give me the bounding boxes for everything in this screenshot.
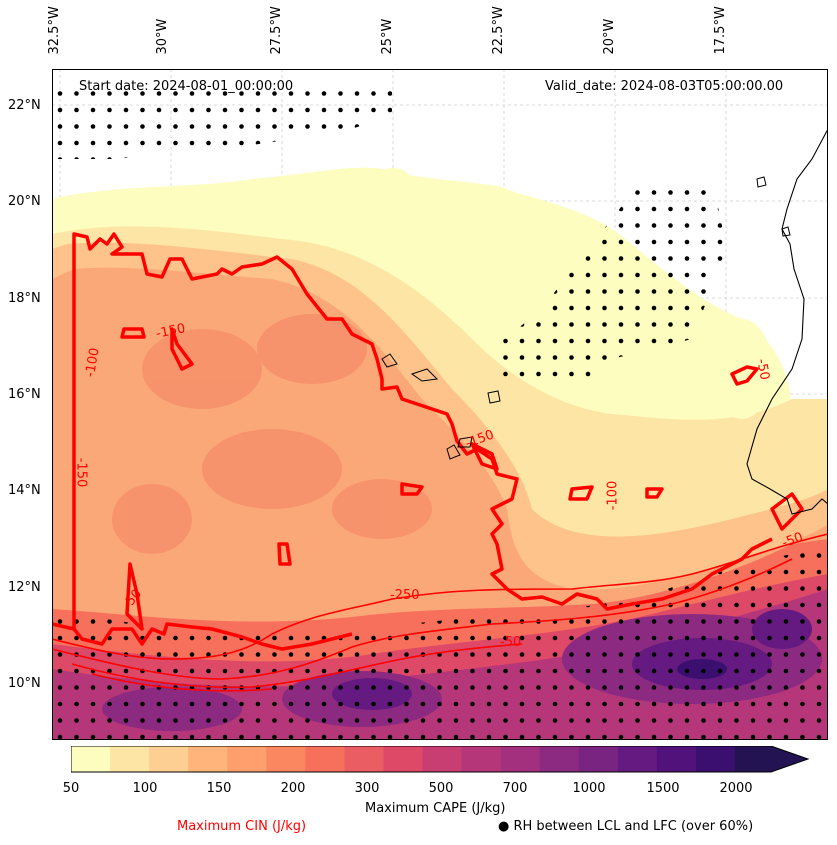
- rh-stipple: [52, 89, 828, 740]
- lat-label: 16°N: [8, 387, 41, 402]
- colorbar-title: Maximum CAPE (J/kg): [365, 801, 506, 816]
- contour-label: -100: [605, 480, 621, 511]
- colorbar-cell: [110, 746, 150, 772]
- colorbar-cell: [539, 746, 580, 772]
- cape-fill-50: [372, 167, 412, 191]
- lon-label: 32.5°W: [47, 6, 62, 55]
- lon-label: 25°W: [380, 18, 395, 55]
- colorbar-cell: [695, 746, 736, 772]
- lat-label: 12°N: [8, 580, 41, 595]
- contour-label: -250: [390, 588, 420, 603]
- colorbar-cell: [500, 746, 541, 772]
- valid-date-label: Valid_date: 2024-08-03T05:00:00.00: [545, 79, 784, 94]
- colorbar-tick: 1000: [572, 781, 606, 796]
- colorbar-tick: 1500: [646, 781, 680, 796]
- colorbar-cell: [227, 746, 267, 772]
- colorbar-cell: [344, 746, 384, 772]
- lon-label: 17.5°W: [713, 6, 728, 55]
- colorbar-cell: [188, 746, 228, 772]
- lat-label: 14°N: [8, 483, 41, 498]
- cin-contours: [52, 232, 828, 692]
- lon-label: 22.5°W: [491, 6, 506, 55]
- cin-legend-label: Maximum CIN (J/kg): [177, 819, 307, 834]
- colorbar-tick: 50: [62, 781, 80, 796]
- colorbar-cell: [71, 746, 111, 772]
- colorbar-cell: [149, 746, 189, 772]
- colorbar-cell: [305, 746, 345, 772]
- lat-label: 18°N: [8, 291, 41, 306]
- colorbar-cell: [266, 746, 306, 772]
- contour-label: -150: [73, 457, 89, 488]
- colorbar: [71, 746, 810, 773]
- lon-label: 30°W: [155, 18, 170, 55]
- lat-label: 22°N: [8, 98, 41, 113]
- colorbar-tick: 100: [132, 781, 158, 796]
- islands: [381, 176, 791, 460]
- coastline: [746, 128, 828, 515]
- lat-label: 10°N: [8, 676, 41, 691]
- lon-label: 27.5°W: [269, 6, 284, 55]
- lat-label: 20°N: [8, 194, 41, 209]
- colorbar-tick: 700: [502, 781, 528, 796]
- colorbar-cell: [578, 746, 619, 772]
- rh-legend-label: ● RH between LCL and LFC (over 60%): [498, 819, 754, 834]
- colorbar-cell: [461, 746, 502, 772]
- map-plot-area: [52, 69, 828, 740]
- colorbar-tick: 2000: [719, 781, 753, 796]
- colorbar-tick: 150: [206, 781, 232, 796]
- lon-label: 20°W: [602, 18, 617, 55]
- colorbar-tick: 500: [428, 781, 454, 796]
- contour-label: -50: [500, 635, 522, 650]
- colorbar-tick: 200: [280, 781, 306, 796]
- colorbar-tick: 300: [354, 781, 380, 796]
- colorbar-cell: [656, 746, 697, 772]
- colorbar-cell: [422, 746, 463, 772]
- colorbar-extend-arrow: [735, 746, 808, 772]
- colorbar-cell: [383, 746, 424, 772]
- colorbar-cell: [617, 746, 658, 772]
- start-date-label: Start date: 2024-08-01_00:00:00: [79, 79, 294, 94]
